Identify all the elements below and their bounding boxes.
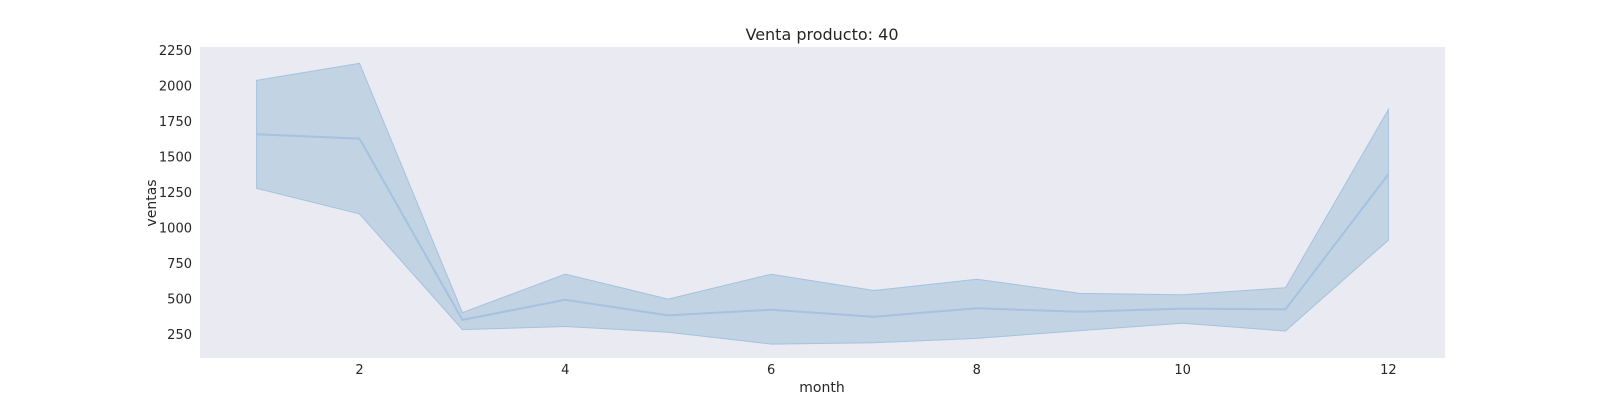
y-tick-label: 1750: [159, 115, 192, 130]
series-line: [256, 133, 1390, 322]
chart-title: Venta producto: 40: [745, 25, 898, 44]
x-tick-label: 4: [561, 363, 569, 378]
x-tick-label: 2: [355, 363, 363, 378]
y-tick-label: 1500: [159, 150, 192, 165]
y-tick-label: 250: [167, 328, 192, 343]
y-tick-label: 750: [167, 257, 192, 272]
x-tick-label: 8: [973, 363, 981, 378]
y-tick-label: 500: [167, 292, 192, 307]
x-tick-label: 6: [767, 363, 775, 378]
y-axis-label: ventas: [144, 179, 160, 226]
y-axis-ticks: 250 500 750 1000 1250 1500 1750 2000 2250: [159, 44, 192, 343]
y-tick-label: 2250: [159, 44, 192, 59]
y-tick-label: 1250: [159, 186, 192, 201]
x-axis-label: month: [799, 380, 844, 396]
x-tick-label: 10: [1174, 363, 1191, 378]
y-tick-label: 2000: [159, 79, 192, 94]
confidence-band-layer: [256, 62, 1389, 345]
x-axis-ticks: 2 4 6 8 10 12: [355, 363, 1396, 378]
y-tick-label: 1000: [159, 221, 192, 236]
series-line-layer: [256, 133, 1390, 322]
x-tick-label: 12: [1380, 363, 1397, 378]
confidence-band: [256, 62, 1389, 345]
